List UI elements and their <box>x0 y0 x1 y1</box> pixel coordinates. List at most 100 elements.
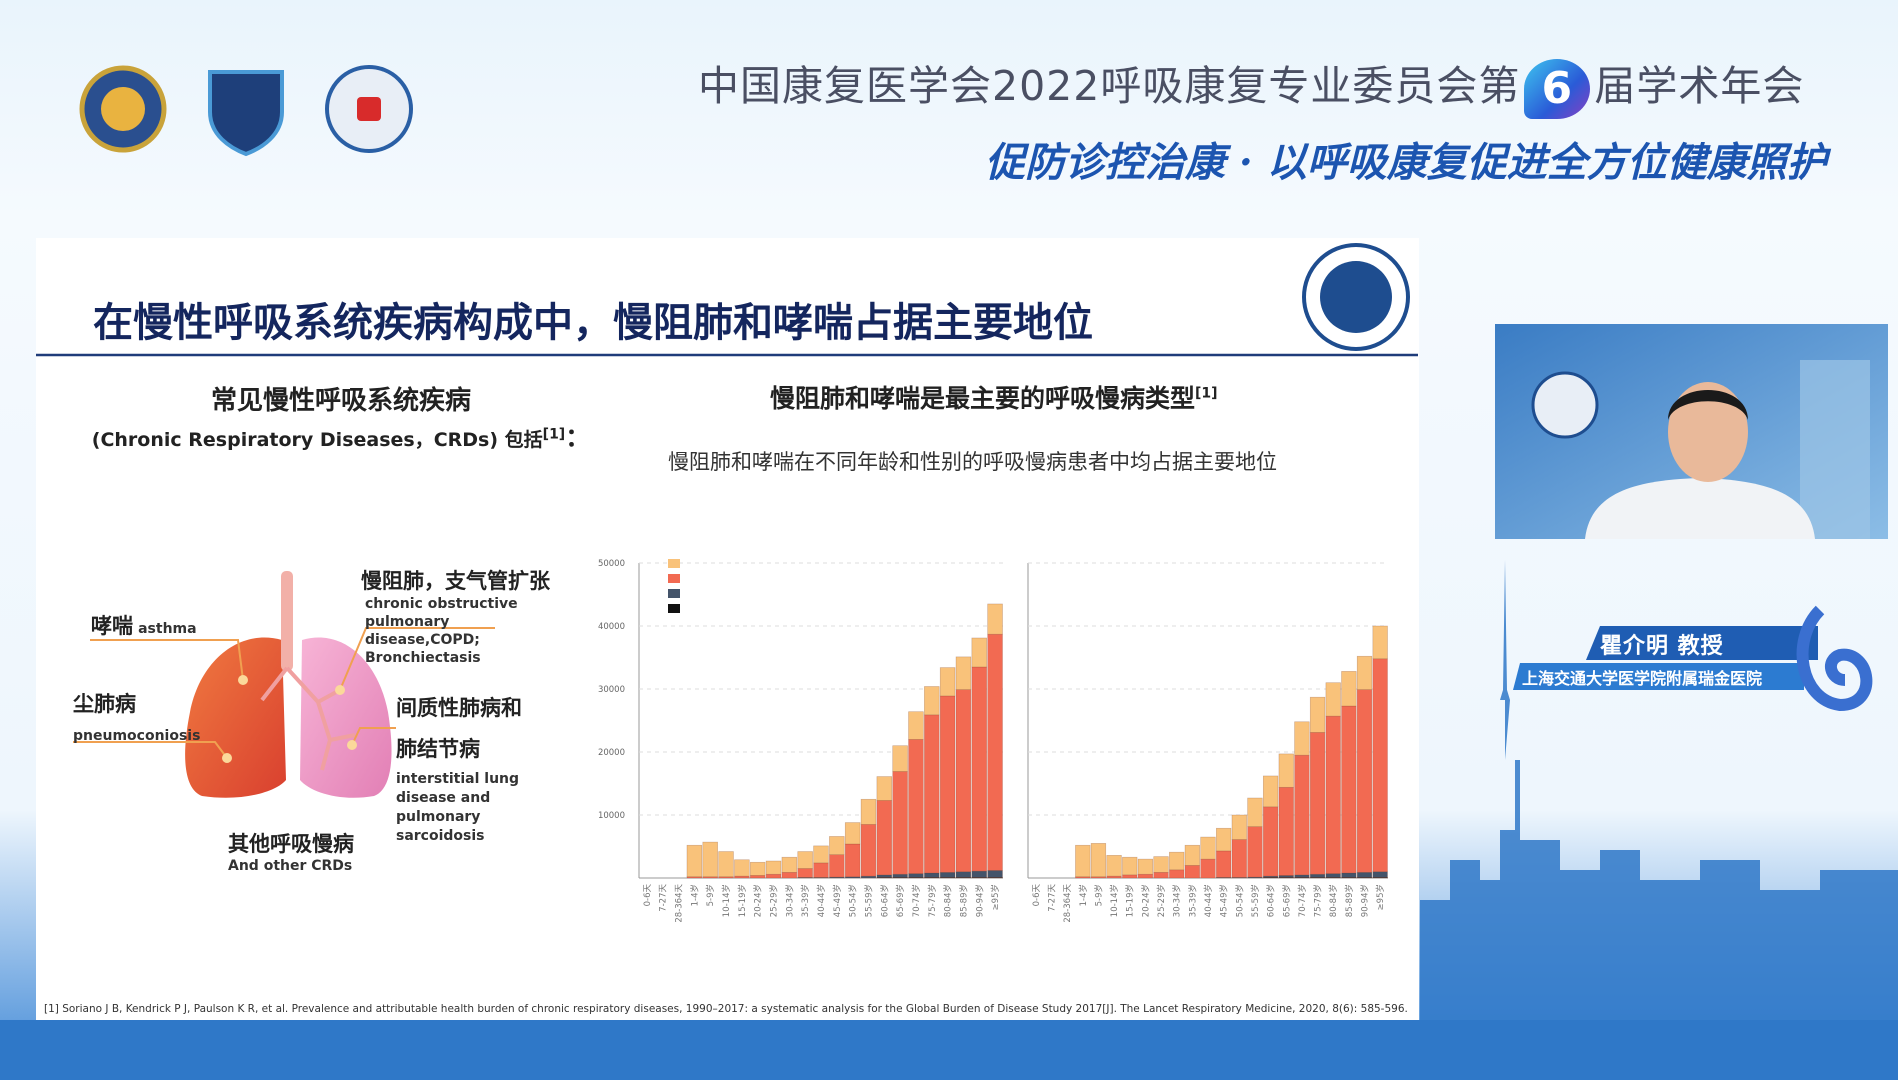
x-tick-label: 5-9岁 <box>705 884 716 906</box>
bar-segment <box>876 874 893 878</box>
reference: [1] <box>542 426 566 443</box>
bar-segment <box>1372 658 1388 873</box>
bar-segment <box>829 854 845 878</box>
bar-segment <box>813 862 829 878</box>
y-tick-label: 40000 <box>598 622 625 632</box>
bar-segment <box>1137 858 1154 875</box>
slogan: 促防诊控治康 · 以呼吸康复促进全方位健康照护 <box>985 139 1827 186</box>
bar-segment <box>1184 844 1200 866</box>
x-tick-label: 10-14岁 <box>721 884 732 917</box>
bar-segment <box>1153 872 1169 879</box>
label-zh: 尘肺病 <box>73 692 136 716</box>
left-subheading: (Chronic Respiratory Diseases，CRDs) 包括[1… <box>92 418 590 454</box>
speaker-name: 瞿介明 教授 <box>1600 634 1724 659</box>
speaker-affiliation: 上海交通大学医学院附属瑞金医院 <box>1522 669 1763 688</box>
title-prefix: 中国康复医学会2022呼吸康复专业委员会第 <box>698 62 1521 110</box>
bar-segment <box>1341 872 1357 878</box>
x-tick-label: 60-64岁 <box>879 884 890 917</box>
bar-segment <box>892 873 908 878</box>
slide <box>36 238 1419 1020</box>
bar-segment <box>1372 625 1388 660</box>
diagram-label: 尘肺病 pneumoconiosis <box>73 688 200 744</box>
x-tick-label: 7-27天 <box>1047 884 1057 912</box>
label-zh: 间质性肺病和肺结节病 <box>396 696 522 761</box>
video-logo <box>1531 371 1599 439</box>
x-tick-label: 0-6天 <box>643 884 653 907</box>
session-number: 6 <box>1524 59 1591 119</box>
bar-segment <box>908 873 924 878</box>
bar-segment <box>718 851 734 878</box>
bar-segment <box>955 689 972 873</box>
bar-segment <box>1325 682 1341 717</box>
x-tick-label: 30-34岁 <box>1172 884 1183 917</box>
heading-text: 慢阻肺和哮喘是最主要的呼吸慢病类型 <box>770 384 1196 413</box>
diagram-label: 哮喘 asthma <box>91 610 197 640</box>
label-en: asthma <box>138 621 197 637</box>
bar-segment <box>876 800 893 876</box>
label-zh: 慢阻肺，支气管扩张 <box>361 569 550 593</box>
bar-segment <box>1106 855 1122 877</box>
bar-segment <box>924 686 940 716</box>
legend-swatch <box>668 559 680 568</box>
x-tick-label: 90-94岁 <box>1360 884 1371 917</box>
bar-segment <box>987 633 1003 871</box>
label-en: And other CRDs <box>228 858 353 874</box>
bar-segment <box>797 868 813 878</box>
bar-segment <box>1325 873 1341 878</box>
speaker-hair <box>1668 390 1748 420</box>
bar-segment <box>955 871 972 878</box>
x-tick-label: 70-74岁 <box>1297 884 1308 917</box>
bar-segment <box>1169 851 1185 871</box>
x-tick-label: 40-44岁 <box>816 884 827 917</box>
affiliation-banner <box>1513 663 1804 690</box>
bar-segment <box>1247 826 1263 878</box>
bar-segment <box>749 875 766 879</box>
charts: 10000 20000 30000 40000 50000 0-6天 7-27天 28-364… <box>598 559 1388 923</box>
bar-segment <box>1216 827 1232 852</box>
bar-segment <box>1294 721 1310 756</box>
x-tick-label: 80-84岁 <box>943 884 954 917</box>
y-tick-label: 10000 <box>598 811 625 821</box>
left-heading: 常见慢性呼吸系统疾病 <box>210 386 472 416</box>
bar-segment <box>734 859 750 877</box>
bar-segment <box>813 845 829 864</box>
x-tick-label: 65-69岁 <box>895 884 906 917</box>
bar-segment <box>686 844 703 878</box>
bar-segment <box>1341 705 1357 874</box>
label-en: interstitial lung disease and pulmonary … <box>396 771 520 844</box>
bar-segment <box>971 870 987 878</box>
speaker-coat <box>1585 478 1815 539</box>
bar-segment <box>1231 814 1247 840</box>
bar-segment <box>939 872 956 878</box>
label-zh: 哮喘 <box>91 614 133 638</box>
bar-segment <box>1169 869 1185 879</box>
x-tick-label: 60-64岁 <box>1266 884 1277 917</box>
bar-segment <box>860 798 877 825</box>
video-building <box>1800 360 1870 539</box>
x-tick-label: 5-9岁 <box>1093 884 1104 906</box>
bar-segment <box>876 776 893 801</box>
subheading-text: (Chronic Respiratory Diseases，CRDs) 包括 <box>91 429 543 451</box>
bar-segment <box>939 667 956 697</box>
bar-segment <box>1262 775 1279 808</box>
bar-segment <box>1122 874 1138 879</box>
reference: [1] <box>1195 385 1218 402</box>
x-tick-label: 80-84岁 <box>1328 884 1339 917</box>
bar-segment <box>765 860 782 875</box>
x-tick-label: 20-24岁 <box>1140 884 1151 917</box>
bar-segment <box>860 824 877 877</box>
x-tick-label: 85-89岁 <box>958 884 969 917</box>
x-tick-label: 70-74岁 <box>911 884 922 917</box>
label-en: pneumoconiosis <box>73 728 201 744</box>
bar-segment <box>1294 874 1310 878</box>
speaker-face <box>1668 382 1748 482</box>
x-tick-label: 75-79岁 <box>927 884 938 917</box>
x-tick-label: 55-59岁 <box>863 884 874 917</box>
bar-segment <box>1356 872 1373 878</box>
y-tick-label: 20000 <box>598 748 625 758</box>
legend-swatch <box>668 604 680 613</box>
x-tick-label: 15-19岁 <box>1125 884 1136 917</box>
name-banner <box>1586 626 1818 660</box>
bar-segment <box>955 656 972 690</box>
